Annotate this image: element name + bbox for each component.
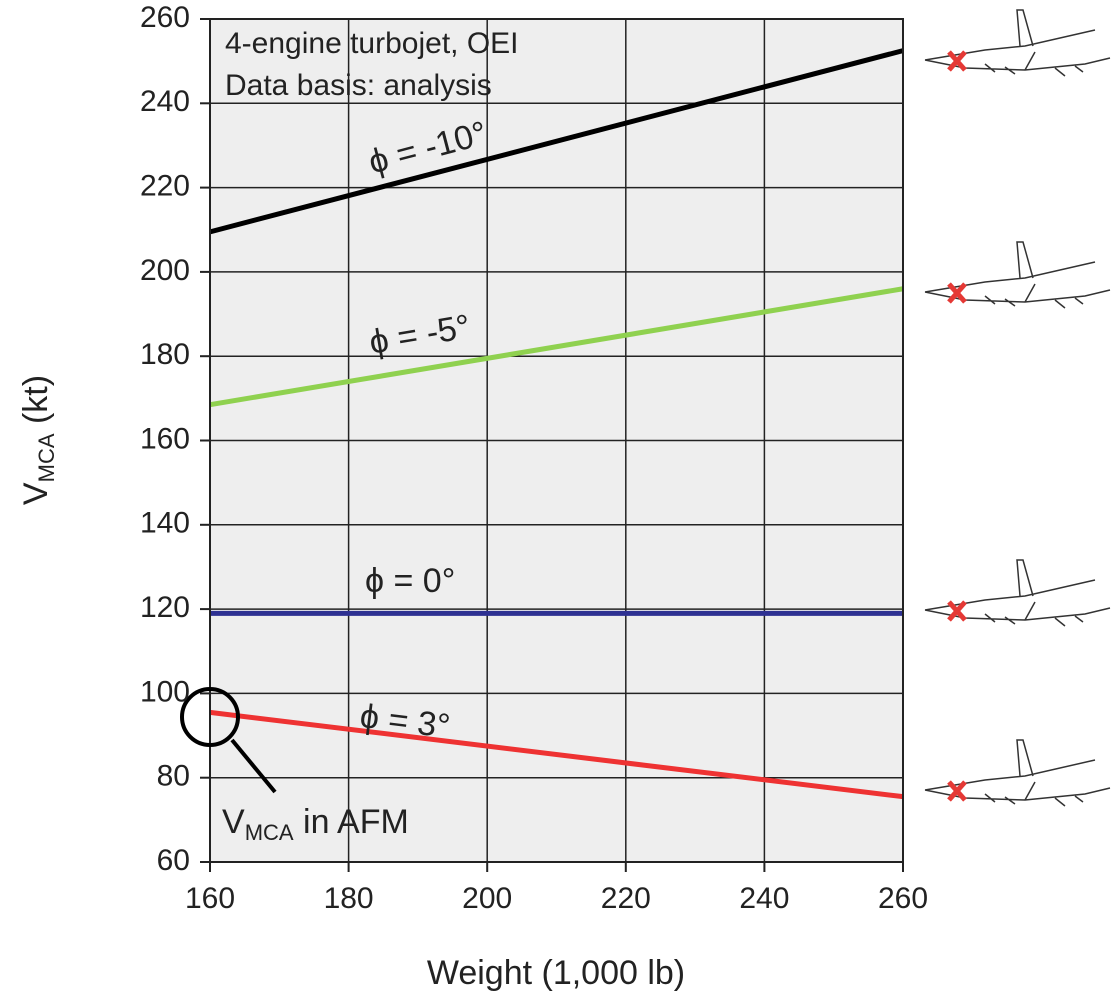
x-tick-label: 160 xyxy=(185,882,235,915)
afm-label-main: V xyxy=(222,803,245,841)
y-tick-label: 180 xyxy=(140,338,190,371)
x-tick-label: 180 xyxy=(324,882,374,915)
x-axis-label: Weight (1,000 lb) xyxy=(427,954,685,992)
afm-label: VMCA in AFM xyxy=(222,803,409,845)
y-tick-label: 220 xyxy=(140,170,190,203)
x-tick-label: 200 xyxy=(462,882,512,915)
x-tick-label: 240 xyxy=(739,882,789,915)
y-tick-label: 260 xyxy=(140,1,190,34)
annotation: Data basis: analysis xyxy=(225,69,492,102)
y-tick-label: 140 xyxy=(140,507,190,540)
y-tick-label: 100 xyxy=(140,675,190,708)
y-tick-label: 120 xyxy=(140,591,190,624)
series-line xyxy=(209,286,904,408)
y-label-sub: MCA xyxy=(34,433,59,482)
plot-border xyxy=(209,18,904,863)
airplane-icon xyxy=(925,560,1110,626)
series-line xyxy=(209,48,904,235)
y-tick-label: 240 xyxy=(140,85,190,118)
y-label-rest: (kt) xyxy=(17,375,55,434)
x-tick-label: 220 xyxy=(601,882,651,915)
y-label-main: V xyxy=(17,482,55,505)
airplane-icon xyxy=(925,242,1110,308)
lines xyxy=(209,48,904,800)
afm-pointer xyxy=(230,738,277,794)
airplane-icon xyxy=(925,740,1110,806)
series-line xyxy=(209,709,904,800)
y-tick-label: 200 xyxy=(140,254,190,287)
afm-circle xyxy=(180,687,240,747)
afm-label-sub: MCA xyxy=(245,820,294,845)
x-tick-label: 260 xyxy=(878,882,928,915)
series-label: ϕ = 0° xyxy=(365,562,455,600)
airplane-icon xyxy=(925,10,1110,76)
y-axis-label: VMCA (kt) xyxy=(17,375,59,505)
y-tick-label: 160 xyxy=(140,422,190,455)
annotation: 4-engine turbojet, OEI xyxy=(225,27,519,60)
y-tick-label: 60 xyxy=(157,844,190,877)
y-tick-label: 80 xyxy=(157,760,190,793)
afm-label-rest: in AFM xyxy=(294,803,409,841)
